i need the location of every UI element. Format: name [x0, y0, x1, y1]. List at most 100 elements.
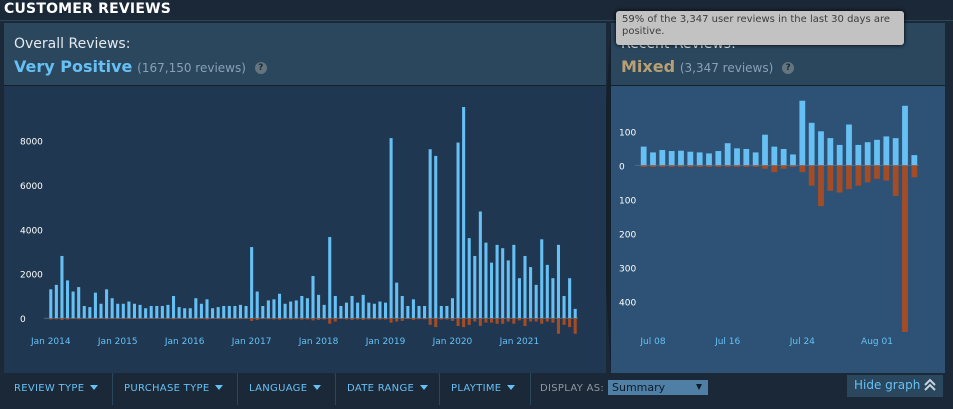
display-as-select[interactable]: Summary — [608, 380, 708, 395]
negative-review-bar[interactable] — [517, 318, 521, 321]
positive-review-bar[interactable] — [724, 143, 731, 166]
negative-review-bar[interactable] — [372, 318, 376, 320]
negative-review-bar[interactable] — [199, 318, 203, 320]
positive-review-bar[interactable] — [423, 305, 427, 319]
negative-review-bar[interactable] — [378, 318, 382, 320]
positive-review-bar[interactable] — [77, 287, 81, 319]
negative-review-bar[interactable] — [71, 318, 75, 320]
negative-review-bar[interactable] — [300, 318, 304, 320]
negative-review-bar[interactable] — [49, 318, 53, 320]
negative-review-bar[interactable] — [411, 318, 415, 320]
positive-review-bar[interactable] — [434, 155, 438, 319]
positive-review-bar[interactable] — [512, 244, 516, 319]
positive-review-bar[interactable] — [696, 152, 703, 166]
negative-review-bar[interactable] — [272, 318, 276, 320]
negative-review-bar[interactable] — [855, 165, 862, 186]
positive-review-bar[interactable] — [573, 308, 577, 319]
negative-review-bar[interactable] — [523, 318, 527, 326]
negative-review-bar[interactable] — [88, 318, 92, 319]
positive-review-bar[interactable] — [261, 305, 265, 319]
positive-review-bar[interactable] — [49, 289, 53, 319]
negative-review-bar[interactable] — [339, 318, 343, 320]
negative-review-bar[interactable] — [367, 318, 371, 320]
positive-review-bar[interactable] — [367, 302, 371, 319]
positive-review-bar[interactable] — [60, 255, 64, 319]
positive-review-bar[interactable] — [93, 292, 97, 319]
positive-review-bar[interactable] — [568, 278, 572, 319]
positive-review-bar[interactable] — [517, 278, 521, 319]
positive-review-bar[interactable] — [361, 294, 365, 319]
positive-review-bar[interactable] — [506, 260, 510, 319]
positive-review-bar[interactable] — [378, 301, 382, 319]
positive-review-bar[interactable] — [322, 304, 326, 319]
positive-review-bar[interactable] — [289, 301, 293, 319]
negative-review-bar[interactable] — [743, 165, 750, 168]
positive-review-bar[interactable] — [523, 255, 527, 319]
positive-review-bar[interactable] — [171, 295, 176, 319]
negative-review-bar[interactable] — [428, 318, 432, 325]
negative-review-bar[interactable] — [322, 318, 326, 320]
positive-review-bar[interactable] — [400, 295, 404, 319]
positive-review-bar[interactable] — [149, 305, 153, 319]
negative-review-bar[interactable] — [82, 318, 86, 319]
positive-review-bar[interactable] — [216, 307, 220, 319]
negative-review-bar[interactable] — [144, 318, 148, 319]
positive-review-bar[interactable] — [305, 298, 309, 319]
negative-review-bar[interactable] — [562, 318, 566, 325]
positive-review-bar[interactable] — [808, 122, 815, 166]
negative-review-bar[interactable] — [506, 318, 510, 322]
positive-review-bar[interactable] — [155, 305, 159, 319]
positive-review-bar[interactable] — [105, 289, 109, 319]
question-icon[interactable]: ? — [254, 62, 267, 74]
negative-review-bar[interactable] — [573, 318, 577, 334]
negative-review-bar[interactable] — [467, 318, 471, 325]
positive-review-bar[interactable] — [790, 154, 796, 166]
positive-review-bar[interactable] — [266, 300, 270, 319]
negative-review-bar[interactable] — [222, 318, 226, 320]
negative-review-bar[interactable] — [194, 318, 198, 320]
positive-review-bar[interactable] — [244, 305, 248, 319]
negative-review-bar[interactable] — [545, 318, 549, 322]
negative-review-bar[interactable] — [333, 318, 337, 322]
positive-review-bar[interactable] — [846, 124, 852, 166]
negative-review-bar[interactable] — [883, 165, 890, 181]
negative-review-bar[interactable] — [706, 165, 712, 168]
negative-review-bar[interactable] — [227, 318, 231, 320]
positive-review-bar[interactable] — [294, 300, 298, 319]
positive-review-bar[interactable] — [687, 151, 694, 166]
negative-review-bar[interactable] — [344, 318, 349, 320]
negative-review-bar[interactable] — [127, 318, 131, 320]
positive-review-bar[interactable] — [456, 142, 460, 319]
positive-review-bar[interactable] — [883, 136, 890, 166]
positive-review-bar[interactable] — [183, 308, 187, 319]
positive-review-bar[interactable] — [233, 305, 237, 319]
positive-review-bar[interactable] — [780, 149, 787, 166]
positive-review-bar[interactable] — [65, 280, 70, 319]
positive-review-bar[interactable] — [445, 305, 449, 319]
positive-review-bar[interactable] — [188, 308, 192, 319]
positive-review-bar[interactable] — [551, 278, 555, 319]
positive-review-bar[interactable] — [818, 131, 824, 166]
negative-review-bar[interactable] — [687, 165, 694, 168]
positive-review-bar[interactable] — [121, 303, 125, 319]
negative-review-bar[interactable] — [462, 318, 466, 328]
negative-review-bar[interactable] — [188, 318, 192, 319]
negative-review-bar[interactable] — [484, 318, 488, 323]
positive-review-bar[interactable] — [54, 284, 58, 319]
negative-review-bar[interactable] — [283, 318, 287, 320]
negative-review-bar[interactable] — [715, 165, 722, 168]
negative-review-bar[interactable] — [121, 318, 125, 320]
positive-review-bar[interactable] — [116, 303, 120, 319]
negative-review-bar[interactable] — [668, 165, 675, 168]
positive-review-bar[interactable] — [874, 139, 880, 166]
positive-review-bar[interactable] — [317, 294, 321, 319]
positive-review-bar[interactable] — [344, 302, 349, 319]
negative-review-bar[interactable] — [874, 165, 880, 179]
positive-review-bar[interactable] — [227, 305, 231, 319]
negative-review-bar[interactable] — [790, 165, 796, 168]
negative-review-bar[interactable] — [724, 165, 731, 168]
negative-review-bar[interactable] — [77, 318, 81, 320]
positive-review-bar[interactable] — [562, 295, 566, 319]
negative-review-bar[interactable] — [495, 318, 499, 324]
negative-review-bar[interactable] — [450, 318, 455, 321]
